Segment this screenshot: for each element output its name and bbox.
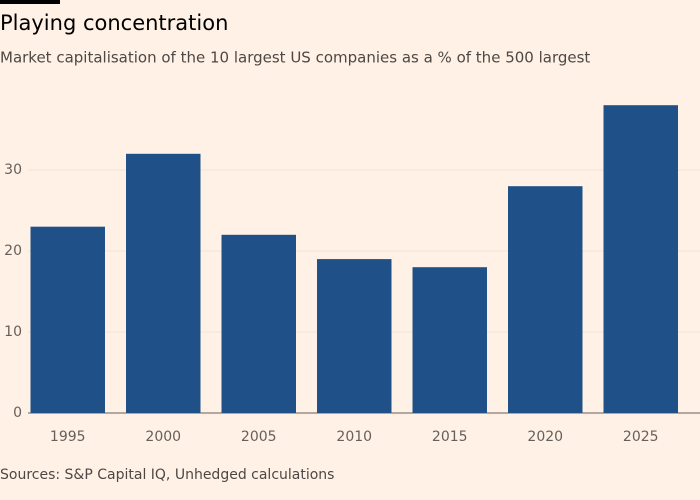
chart-title: Playing concentration <box>0 11 228 35</box>
chart-source: Sources: S&P Capital IQ, Unhedged calcul… <box>0 467 334 483</box>
bar <box>30 226 105 413</box>
bar <box>317 259 392 413</box>
y-tick-label: 10 <box>4 324 22 340</box>
x-tick-label: 2000 <box>145 429 181 445</box>
x-tick-label: 2005 <box>241 429 277 445</box>
y-tick-label: 30 <box>4 162 22 178</box>
bar <box>603 105 678 413</box>
chart-subtitle: Market capitalisation of the 10 largest … <box>0 49 590 67</box>
x-tick-label: 2015 <box>432 429 468 445</box>
brand-strip <box>0 0 60 4</box>
bar <box>221 234 296 413</box>
x-tick-label: 2025 <box>623 429 659 445</box>
x-tick-label: 2010 <box>336 429 372 445</box>
bar <box>412 267 487 413</box>
bar <box>126 153 201 414</box>
bar <box>508 186 583 413</box>
y-tick-label: 20 <box>4 243 22 259</box>
x-tick-label: 1995 <box>50 429 86 445</box>
x-tick-label: 2020 <box>527 429 563 445</box>
y-tick-label: 0 <box>13 405 22 421</box>
